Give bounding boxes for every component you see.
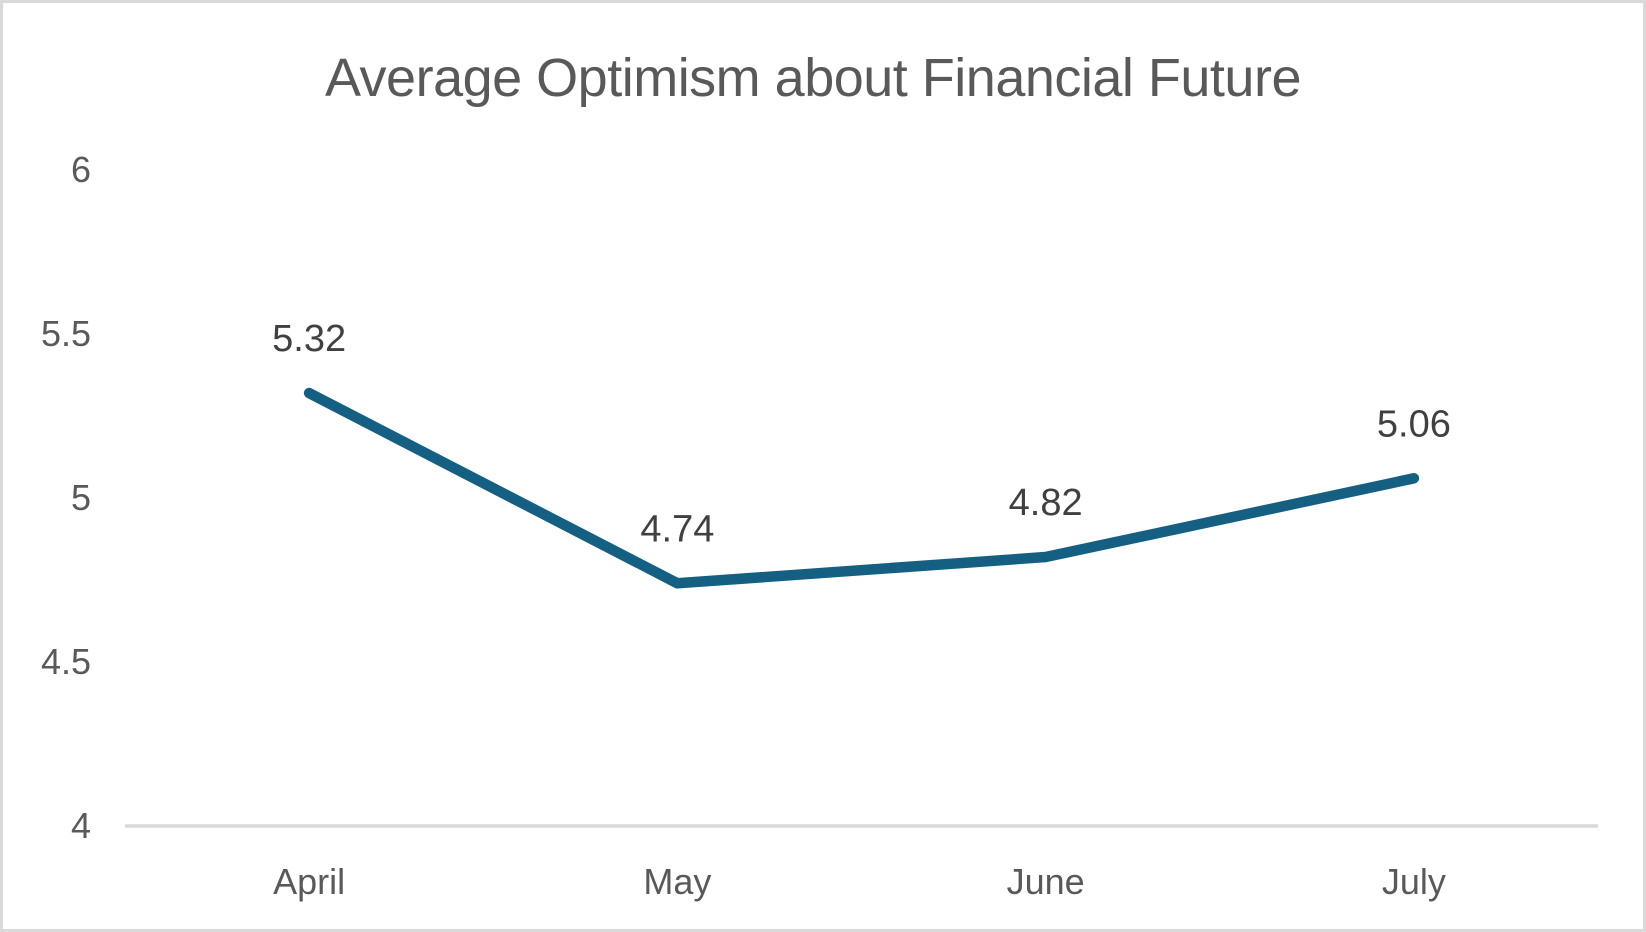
data-point-label: 4.82 (1009, 482, 1083, 524)
series-line (303, 387, 1420, 589)
data-point-label: 5.06 (1377, 403, 1451, 445)
chart-title: Average Optimism about Financial Future (325, 48, 1301, 108)
data-point-labels: 5.32 4.74 4.82 5.06 (272, 318, 1451, 550)
y-axis-tick-labels: 4 4.5 5 5.5 6 (41, 149, 91, 846)
y-tick-label: 4 (71, 805, 91, 846)
y-tick-label: 5.5 (41, 313, 91, 354)
x-category-label: July (1382, 861, 1446, 902)
data-point-label: 4.74 (640, 508, 714, 550)
data-point-label: 5.32 (272, 318, 346, 360)
x-axis-category-labels: April May June July (273, 861, 1446, 902)
x-category-label: June (1007, 861, 1085, 902)
x-category-label: April (273, 861, 345, 902)
y-tick-label: 5 (71, 477, 91, 518)
x-category-label: May (643, 861, 711, 902)
y-tick-label: 6 (71, 149, 91, 190)
y-tick-label: 4.5 (41, 641, 91, 682)
optimism-line-chart: Average Optimism about Financial Future … (41, 48, 1598, 902)
